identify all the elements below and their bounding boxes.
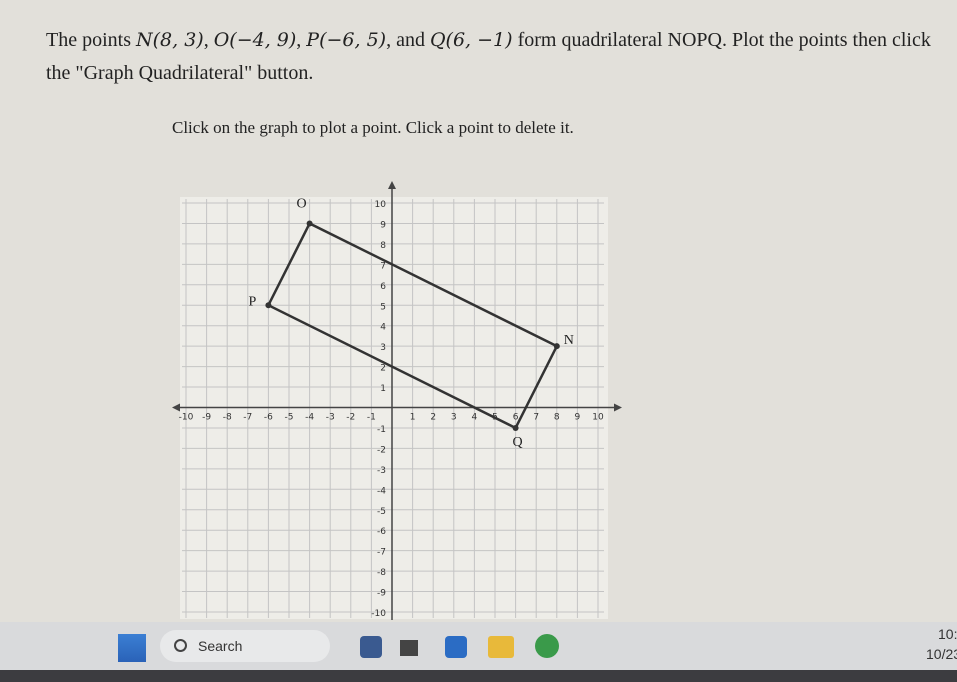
x-tick-label: -10 [179, 413, 194, 423]
x-tick-label: 9 [575, 413, 581, 423]
point[interactable] [553, 343, 560, 350]
y-tick-label: -9 [377, 589, 386, 599]
clock-time: 10: [938, 626, 957, 642]
x-tick-label: 10 [592, 413, 604, 423]
y-tick-label: 9 [380, 220, 386, 230]
x-tick-label: 2 [430, 413, 436, 423]
math: O(−4, 9) [213, 29, 297, 51]
point-label: N [564, 333, 574, 348]
y-tick-label: -5 [377, 507, 386, 517]
y-tick-label: 4 [380, 323, 386, 333]
point-label: Q [513, 435, 523, 450]
y-tick-label: 2 [380, 364, 386, 374]
x-tick-label: -4 [305, 413, 314, 423]
x-tick-label: -9 [202, 413, 211, 423]
y-tick-label: -8 [377, 568, 386, 578]
x-tick-label: -6 [264, 413, 273, 423]
instruction: Click on the graph to plot a point. Clic… [172, 118, 574, 137]
x-tick-label: 7 [533, 413, 539, 423]
app-icon[interactable] [360, 636, 382, 658]
math: Q(6, −1) [429, 29, 513, 51]
y-tick-label: 1 [380, 384, 386, 394]
y-tick-label: -6 [377, 527, 386, 537]
search-icon [174, 639, 187, 652]
x-tick-label: 3 [451, 413, 457, 423]
text: , [296, 29, 307, 51]
x-tick-label: -8 [223, 413, 232, 423]
y-tick-label: 8 [380, 241, 386, 251]
text: , and [386, 29, 430, 51]
point[interactable] [512, 424, 519, 431]
y-tick-label: -2 [377, 445, 386, 455]
point[interactable] [306, 220, 313, 227]
math: P(−6, 5) [306, 29, 387, 51]
y-tick-label: -4 [377, 486, 386, 496]
x-tick-label: -3 [326, 413, 335, 423]
screen-edge [0, 670, 957, 682]
x-tick-label: 6 [513, 413, 519, 423]
text: , [203, 29, 214, 51]
text: form quadrilateral NOPQ. Plot the points… [46, 29, 931, 84]
x-tick-label: -1 [367, 413, 376, 423]
y-tick-label: -10 [371, 609, 386, 619]
clock-date: 10/23 [926, 646, 957, 662]
y-tick-label: 5 [380, 302, 386, 312]
y-tick-label: -3 [377, 466, 386, 476]
problem-text: The points N(8, 3), O(−4, 9), P(−6, 5), … [46, 24, 946, 90]
y-tick-label: 10 [375, 200, 387, 210]
math: N(8, 3) [136, 29, 204, 51]
start-button[interactable] [118, 634, 146, 662]
search-text: Search [198, 638, 243, 654]
y-tick-label: 6 [380, 282, 386, 292]
y-tick-label: 7 [380, 261, 386, 271]
x-tick-label: -5 [285, 413, 294, 423]
graph[interactable]: -10 -9 -8 -7 -6 -5 -4 -3 -2 -1 1 2 3 4 5 6 7 8 9 10 -10 -9 -8 -… [0, 0, 957, 622]
x-tick-label: 1 [410, 413, 416, 423]
app-icon[interactable] [488, 636, 514, 658]
point-label: O [297, 196, 307, 211]
app-icon[interactable] [535, 634, 559, 658]
app-icon[interactable] [445, 636, 467, 658]
x-tick-label: -7 [243, 413, 252, 423]
x-tick-label: 4 [472, 413, 478, 423]
x-tick-label: -2 [346, 413, 355, 423]
point[interactable] [265, 302, 272, 309]
text: The points [46, 29, 136, 51]
app-icon[interactable] [400, 640, 418, 656]
point-label: P [249, 294, 257, 309]
y-tick-label: 3 [380, 343, 386, 353]
search-box[interactable]: Search [160, 630, 330, 662]
taskbar: Search 10: 10/23 [0, 622, 957, 670]
y-tick-label: -7 [377, 548, 386, 558]
x-tick-label: 8 [554, 413, 560, 423]
y-tick-label: -1 [377, 425, 386, 435]
